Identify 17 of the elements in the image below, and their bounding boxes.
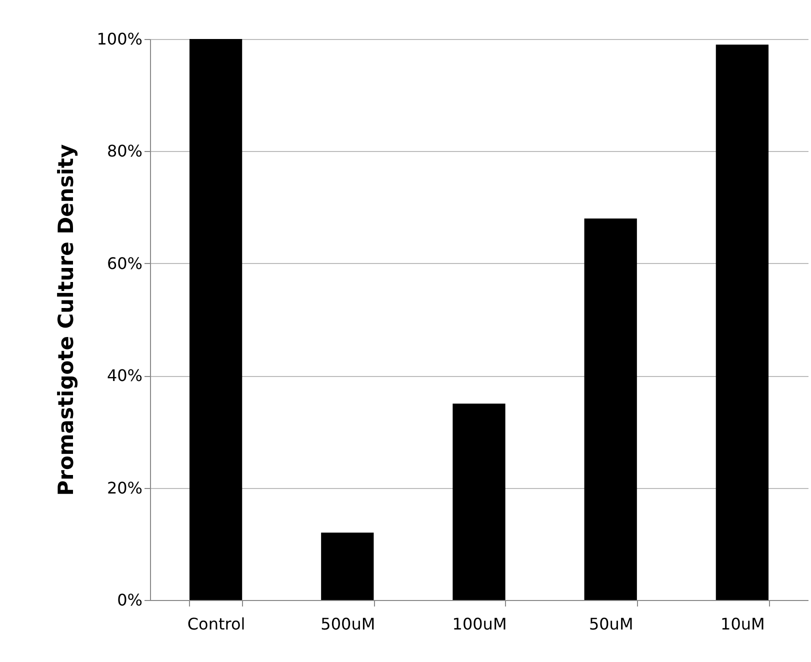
y-tick-label: 100% — [96, 30, 142, 48]
x-tick-label: 500uM — [320, 614, 376, 634]
bar — [716, 44, 769, 600]
y-tick-label: 20% — [106, 478, 142, 498]
bar — [452, 404, 506, 600]
y-axis-title: Promastigote Culture Density — [54, 144, 78, 496]
x-tick-label: Control — [187, 614, 246, 634]
bar — [189, 39, 242, 600]
y-tick-label: 40% — [106, 366, 142, 386]
y-tick-label: 80% — [106, 142, 142, 161]
x-tick-label: 50uM — [588, 614, 634, 634]
y-tick-label: 60% — [106, 254, 142, 273]
y-tick-label: 0% — [117, 590, 142, 610]
bar — [321, 532, 374, 600]
x-tick-label: 100uM — [452, 614, 507, 634]
x-tick-label: 10uM — [720, 614, 765, 634]
bar — [584, 218, 637, 600]
